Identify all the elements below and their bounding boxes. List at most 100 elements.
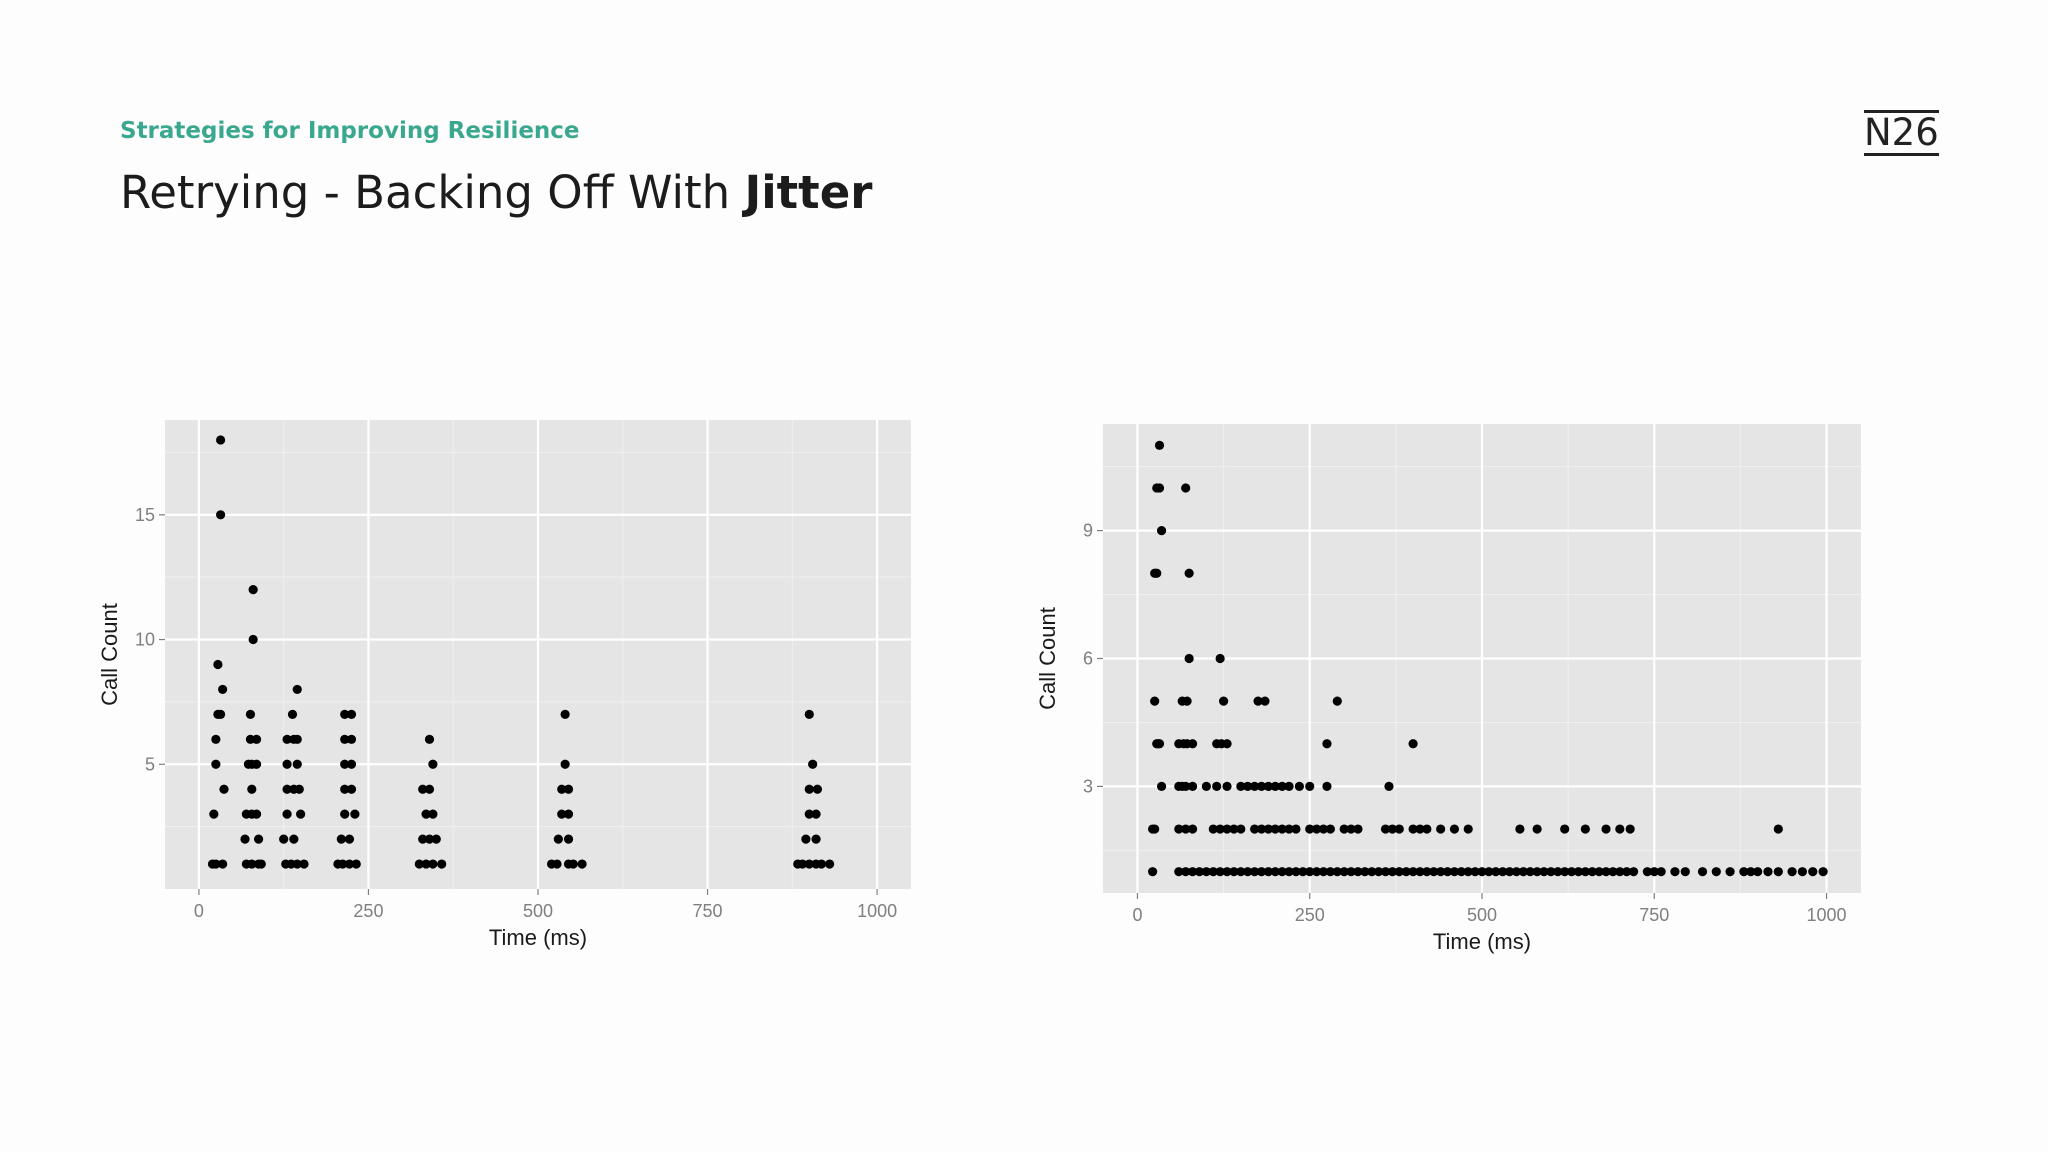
data-point: [213, 659, 223, 670]
data-point: [424, 834, 435, 844]
data-point: [1725, 867, 1735, 877]
data-point: [1573, 867, 1584, 877]
data-point: [1218, 696, 1229, 706]
y-tick-label: 9: [1083, 521, 1093, 541]
data-point: [1525, 867, 1535, 877]
data-point: [1594, 867, 1604, 877]
data-point: [808, 759, 818, 769]
data-point: [1504, 867, 1515, 877]
x-tick-label: 0: [1132, 905, 1142, 925]
data-point: [248, 634, 258, 645]
data-point: [1284, 824, 1294, 834]
data-point: [211, 759, 221, 769]
data-point: [1236, 867, 1246, 877]
data-point: [245, 709, 256, 719]
data-point: [1187, 781, 1198, 792]
data-point: [1270, 781, 1280, 792]
data-point: [1449, 824, 1460, 834]
data-point: [804, 809, 814, 819]
slide-title: Retrying - Backing Off With Jitter: [120, 166, 872, 219]
data-point: [1463, 867, 1473, 877]
data-point: [421, 859, 431, 869]
data-point: [1656, 867, 1666, 877]
data-point: [1263, 824, 1273, 834]
x-tick-label: 250: [1295, 905, 1325, 925]
x-axis-label: Time (ms): [489, 925, 587, 950]
data-point: [292, 859, 302, 869]
data-point: [1753, 867, 1763, 877]
data-point: [216, 709, 226, 719]
data-point: [1697, 867, 1708, 877]
x-tick-label: 500: [523, 901, 553, 921]
data-point: [219, 784, 229, 794]
data-point: [1284, 867, 1294, 877]
data-point: [563, 809, 574, 819]
data-point: [557, 784, 567, 794]
data-point: [248, 585, 258, 595]
data-point: [1415, 867, 1425, 877]
data-point: [1339, 824, 1349, 834]
logo-text: N26: [1864, 110, 1939, 156]
x-tick-label: 750: [1639, 905, 1669, 925]
data-point: [1318, 824, 1329, 834]
data-point: [1270, 867, 1280, 877]
data-point: [1182, 696, 1192, 706]
data-point: [256, 859, 266, 869]
data-point: [1353, 824, 1363, 834]
data-point: [1187, 867, 1198, 877]
data-point: [292, 684, 302, 695]
data-point: [1422, 867, 1432, 877]
data-point: [1243, 781, 1253, 792]
data-point: [1608, 867, 1618, 877]
data-point: [801, 834, 811, 844]
data-point: [1746, 867, 1756, 877]
data-point: [251, 809, 262, 819]
data-point: [1532, 824, 1542, 834]
data-point: [1787, 867, 1797, 877]
data-point: [1415, 824, 1425, 834]
data-point: [1615, 824, 1625, 834]
data-point: [1256, 824, 1267, 834]
y-axis-label: Call Count: [97, 603, 122, 706]
data-point: [1394, 867, 1404, 877]
data-point: [1312, 867, 1322, 877]
data-point: [1532, 867, 1542, 877]
title-bold: Jitter: [744, 166, 873, 219]
data-point: [424, 784, 435, 794]
data-point: [1322, 739, 1332, 749]
data-point: [287, 709, 298, 719]
data-point: [1215, 824, 1225, 834]
data-point: [1642, 867, 1652, 877]
data-point: [1367, 867, 1377, 877]
data-point: [1380, 824, 1391, 834]
data-point: [1154, 483, 1165, 493]
data-point: [1773, 867, 1783, 877]
y-tick-label: 6: [1083, 649, 1093, 669]
data-point: [1429, 867, 1439, 877]
data-point: [294, 784, 304, 794]
data-point: [428, 859, 438, 869]
data-point: [1332, 867, 1342, 877]
data-point: [351, 859, 361, 869]
data-point: [1436, 867, 1446, 877]
data-point: [1215, 867, 1225, 877]
data-point: [418, 834, 428, 844]
data-point: [1156, 525, 1167, 536]
data-point: [1401, 867, 1411, 877]
data-point: [218, 859, 228, 869]
data-point: [1773, 824, 1783, 834]
data-point: [560, 759, 570, 769]
data-point: [1797, 867, 1808, 877]
data-point: [804, 709, 814, 719]
data-point: [1187, 824, 1198, 834]
data-point: [1208, 867, 1218, 877]
data-point: [1380, 867, 1391, 877]
data-point: [577, 859, 587, 869]
x-tick-label: 0: [194, 901, 204, 921]
y-axis-label: Call Count: [1035, 607, 1060, 710]
x-tick-label: 750: [693, 901, 723, 921]
data-point: [1360, 867, 1370, 877]
data-point: [1154, 440, 1165, 450]
data-point: [1222, 739, 1232, 749]
data-point: [1346, 867, 1356, 877]
